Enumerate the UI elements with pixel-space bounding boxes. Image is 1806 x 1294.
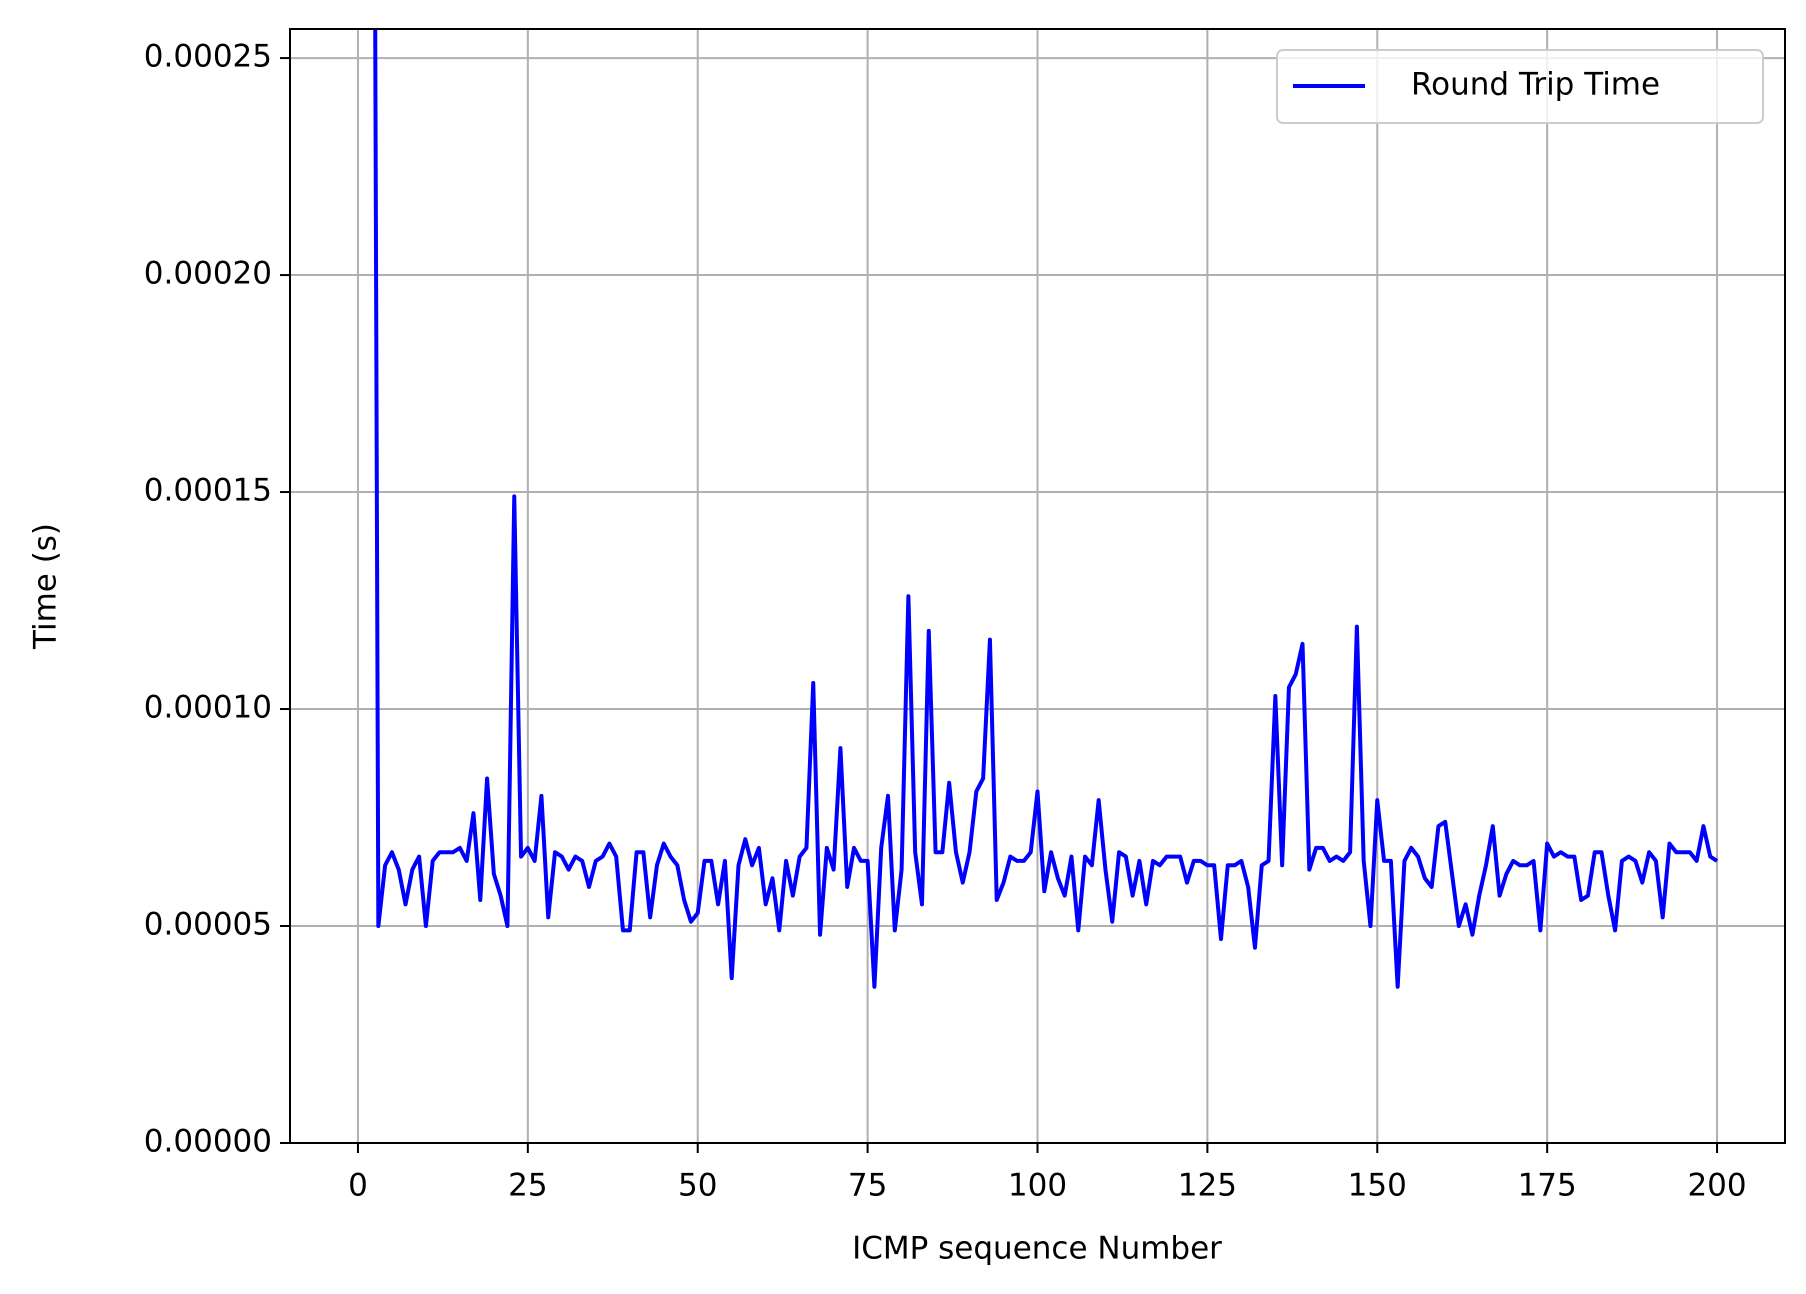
x-tick-label: 150 <box>1348 1168 1407 1204</box>
x-tick-label: 50 <box>678 1168 717 1204</box>
x-tick-label: 175 <box>1518 1168 1577 1204</box>
axes-frame <box>289 28 1786 1144</box>
y-tick-label: 0.00025 <box>144 39 272 75</box>
x-tick-label: 200 <box>1687 1168 1746 1204</box>
y-tick-label: 0.00010 <box>144 690 272 726</box>
x-tick-label: 100 <box>1008 1168 1067 1204</box>
x-axis-label: ICMP sequence Number <box>852 1231 1222 1267</box>
y-tick-label: 0.00015 <box>144 473 272 509</box>
legend-label: Round Trip Time <box>1411 67 1660 103</box>
y-tick-label: 0.00020 <box>144 256 272 292</box>
x-tick-label: 75 <box>848 1168 887 1204</box>
legend-box <box>1276 49 1764 124</box>
x-tick-label: 25 <box>508 1168 547 1204</box>
y-tick-label: 0.00005 <box>144 907 272 943</box>
line-series <box>373 29 1719 989</box>
x-tick-label: 125 <box>1178 1168 1237 1204</box>
y-axis-label: Time (s) <box>28 523 64 650</box>
x-tick-label: 0 <box>348 1168 368 1204</box>
y-tick-label: 0.00000 <box>144 1124 272 1160</box>
